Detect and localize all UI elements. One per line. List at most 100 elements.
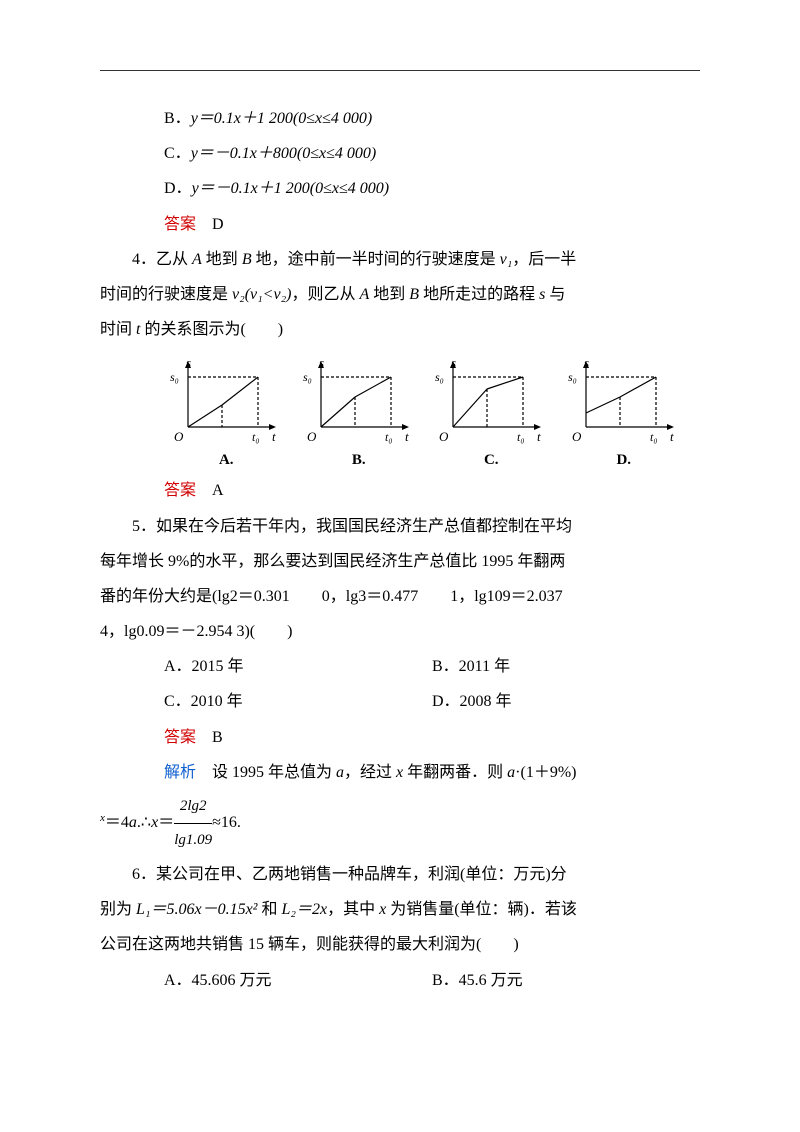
q4-t1: 4．乙从 [132, 251, 192, 268]
q4-t10: 时间 [100, 321, 136, 338]
q4-line3: 时间 t 的关系图示为( ) [100, 312, 700, 347]
exp5-t1: 设 1995 年总值为 [196, 764, 336, 781]
explain-label: 解析 [164, 764, 196, 781]
q6-line2: 别为 L₁＝5.06x－0.15x² 和 L₂＝2x，其中 x 为销售量(单位：… [100, 892, 700, 927]
opt-c-eq: y＝－0.1x＋800(0≤x≤4 000) [191, 145, 377, 162]
explain-5-eq: x＝4a.∴x＝2lg2lg1.09≈16. [100, 790, 700, 857]
q6-t4: 为销售量(单位：辆)．若该 [386, 901, 577, 918]
q4-t8: 地所走过的路程 [419, 286, 539, 303]
opt-c-label: C． [164, 145, 191, 162]
q4-t6: ，则乙从 [291, 286, 359, 303]
exp5-t4: ·(1＋9%) [515, 764, 576, 781]
q5-line4: 4，lg0.09＝－2.954 3)( ) [100, 614, 700, 649]
svg-text:t₀: t₀ [650, 430, 658, 444]
frac-den: lg1.09 [174, 823, 212, 857]
answer-5-val: B [196, 729, 223, 746]
exp5-a: a [336, 764, 344, 781]
chart-C-label: C. [426, 452, 556, 469]
fraction: 2lg2lg1.09 [174, 790, 212, 857]
exp5-eq4: ≈16. [212, 814, 241, 831]
svg-text:t: t [537, 429, 541, 444]
q6-t2: 和 [257, 901, 281, 918]
q6-L2: L₂＝2x [282, 901, 328, 918]
opt-b-eq: y＝0.1x＋1 200(0≤x≤4 000) [191, 110, 373, 127]
q5-opt-b: B．2011 年 [432, 649, 700, 684]
answer-3: 答案 D [100, 207, 700, 242]
svg-text:t: t [272, 429, 276, 444]
q5-line2: 每年增长 9%的水平，那么要达到国民经济生产总值比 1995 年翻两 [100, 544, 700, 579]
q5-opt-d: D．2008 年 [432, 684, 700, 719]
q6-L1: L₁＝5.06x－0.15x² [136, 901, 257, 918]
svg-text:s: s [451, 355, 456, 370]
svg-text:O: O [572, 429, 582, 444]
exp5-eq2: .∴ [137, 814, 151, 831]
answer-4-val: A [196, 482, 224, 499]
q6-t1: 别为 [100, 901, 136, 918]
explain-5: 解析 设 1995 年总值为 a，经过 x 年翻两番．则 a·(1＋9%) [100, 755, 700, 790]
svg-text:s₀: s₀ [435, 370, 444, 384]
svg-text:s₀: s₀ [303, 370, 312, 384]
svg-text:O: O [439, 429, 449, 444]
q5-opts-cd: C．2010 年 D．2008 年 [100, 684, 700, 719]
option-b: B．y＝0.1x＋1 200(0≤x≤4 000) [100, 101, 700, 136]
q6-line3: 公司在这两地共销售 15 辆车，则能获得的最大利润为( ) [100, 927, 700, 962]
chart-row: s t s₀ t₀ O A. s t s₀ t₀ O B. s t s₀ t₀ O C. s t s₀ t₀ O D. [100, 347, 700, 473]
q5-opt-a: A．2015 年 [164, 649, 432, 684]
q4-t9: 与 [545, 286, 565, 303]
chart-C: s t s₀ t₀ O C. [426, 355, 556, 469]
svg-text:O: O [174, 429, 184, 444]
chart-A-label: A. [161, 452, 291, 469]
svg-text:s: s [584, 355, 589, 370]
chart-A: sts₀t₀OA. [161, 355, 291, 469]
frac-num: 2lg2 [174, 790, 212, 823]
exp5-t3: 年翻两番．则 [403, 764, 507, 781]
q5-opts-ab: A．2015 年 B．2011 年 [100, 649, 700, 684]
option-c: C．y＝－0.1x＋800(0≤x≤4 000) [100, 136, 700, 171]
answer-3-val: D [196, 216, 224, 233]
svg-text:s: s [319, 355, 324, 370]
opt-d-eq: y＝－0.1x＋1 200(0≤x≤4 000) [192, 180, 390, 197]
q4-B: B [242, 251, 252, 268]
svg-text:s: s [186, 355, 191, 370]
q6-opt-a: A．45.606 万元 [164, 963, 432, 998]
svg-text:t₀: t₀ [517, 430, 525, 444]
q4-v2: v₂ [232, 286, 245, 303]
exp5-a2: a [507, 764, 515, 781]
q4-t7: 地到 [369, 286, 409, 303]
exp5-eq1: ＝4 [105, 814, 129, 831]
svg-text:s₀: s₀ [568, 370, 577, 384]
page: B．y＝0.1x＋1 200(0≤x≤4 000) C．y＝－0.1x＋800(… [0, 0, 800, 1038]
q4-B2: B [409, 286, 419, 303]
answer-label: 答案 [164, 216, 196, 233]
q4-t3: 地，途中前一半时间的行驶速度是 [252, 251, 500, 268]
svg-text:O: O [307, 429, 317, 444]
answer-label: 答案 [164, 729, 196, 746]
q4-A2: A [359, 286, 369, 303]
q6-opts-ab: A．45.606 万元 B．45.6 万元 [100, 963, 700, 998]
q5-opt-c: C．2010 年 [164, 684, 432, 719]
chart-B-label: B. [294, 452, 424, 469]
q4-t5: 时间的行驶速度是 [100, 286, 232, 303]
q4-t4: ，后一半 [512, 251, 576, 268]
q4-t2: 地到 [202, 251, 242, 268]
q4-line2: 时间的行驶速度是 v₂(v₁<v₂)，则乙从 A 地到 B 地所走过的路程 s … [100, 277, 700, 312]
answer-4: 答案 A [100, 473, 700, 508]
opt-d-label: D． [164, 180, 192, 197]
q6-opt-b: B．45.6 万元 [432, 963, 700, 998]
chart-B: s t s₀ t₀ O B. [294, 355, 424, 469]
q4-t11: 的关系图示为( ) [140, 321, 283, 338]
chart-D: sts₀t₀OD. [559, 355, 689, 469]
q4-v1: v₁ [500, 251, 513, 268]
svg-text:t₀: t₀ [385, 430, 393, 444]
opt-b-label: B． [164, 110, 191, 127]
exp5-t2: ，经过 [344, 764, 396, 781]
answer-5: 答案 B [100, 720, 700, 755]
q5-line1: 5．如果在今后若干年内，我国国民经济生产总值都控制在平均 [100, 509, 700, 544]
chart-D-label: D. [559, 452, 689, 469]
answer-label: 答案 [164, 482, 196, 499]
svg-text:s₀: s₀ [170, 370, 179, 384]
exp5-a3: a [129, 814, 137, 831]
option-d: D．y＝－0.1x＋1 200(0≤x≤4 000) [100, 171, 700, 206]
svg-text:t: t [405, 429, 409, 444]
top-rule [100, 70, 700, 71]
